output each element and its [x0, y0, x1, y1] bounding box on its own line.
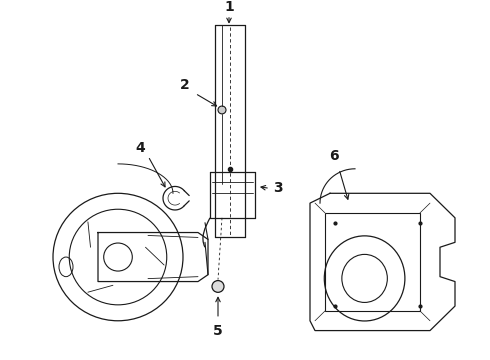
- Circle shape: [218, 106, 226, 114]
- Text: 2: 2: [180, 78, 190, 93]
- Bar: [325, 213, 420, 311]
- Circle shape: [212, 280, 224, 292]
- Text: 5: 5: [213, 324, 223, 338]
- Text: 4: 4: [135, 141, 145, 155]
- Text: 6: 6: [329, 149, 339, 163]
- Text: 3: 3: [273, 181, 283, 195]
- Text: 1: 1: [224, 0, 234, 14]
